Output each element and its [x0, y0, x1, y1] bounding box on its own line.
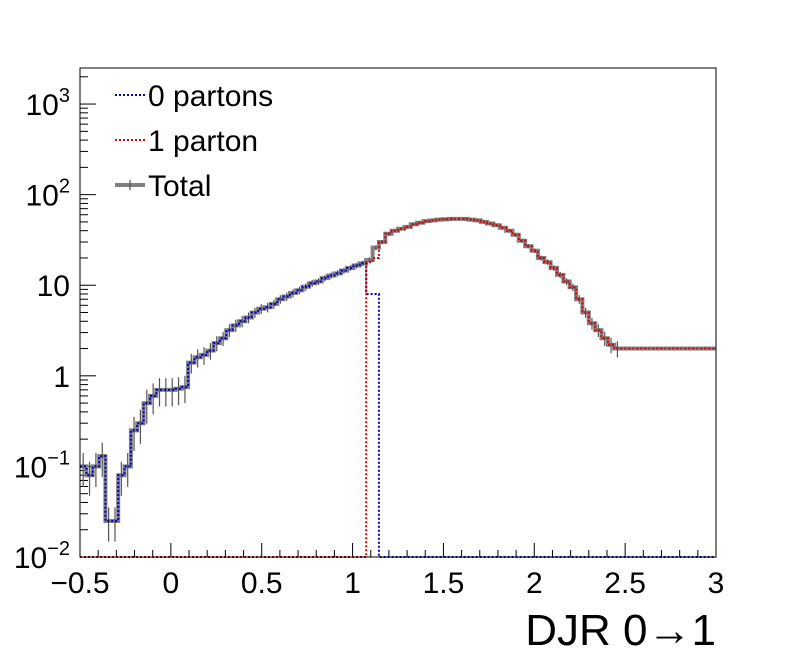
- tick-labels: −0.5 0 0.5 1 1.5 2 2.5 3 10−2 10−1 1 10 102 103: [14, 85, 725, 600]
- y-tick-label: 1: [53, 361, 70, 394]
- x-tick-label: 2.5: [604, 567, 646, 600]
- x-tick-label: −0.5: [50, 567, 109, 600]
- x-tick-label: 0: [163, 567, 180, 600]
- y-tick-label: 10−2: [14, 538, 70, 575]
- y-tick-label: 10: [37, 270, 70, 303]
- x-axis-title: DJR 0→1: [525, 606, 716, 655]
- series-layer: [80, 216, 716, 558]
- legend-label: 1 parton: [148, 125, 258, 158]
- x-tick-label: 1: [344, 567, 361, 600]
- x-tick-label: 3: [708, 567, 725, 600]
- legend-label: Total: [148, 170, 211, 203]
- x-tick-label: 2: [526, 567, 543, 600]
- y-tick-label: 10−1: [14, 447, 70, 484]
- x-tick-label: 1.5: [423, 567, 465, 600]
- legend-label: 0 partons: [148, 80, 273, 113]
- y-tick-label: 102: [26, 176, 71, 213]
- x-tick-label: 0.5: [241, 567, 283, 600]
- plot-frame: [79, 67, 717, 558]
- axes-ticks: [79, 76, 717, 558]
- legend: 0 partons 1 parton Total: [115, 80, 273, 203]
- y-tick-label: 103: [26, 85, 71, 122]
